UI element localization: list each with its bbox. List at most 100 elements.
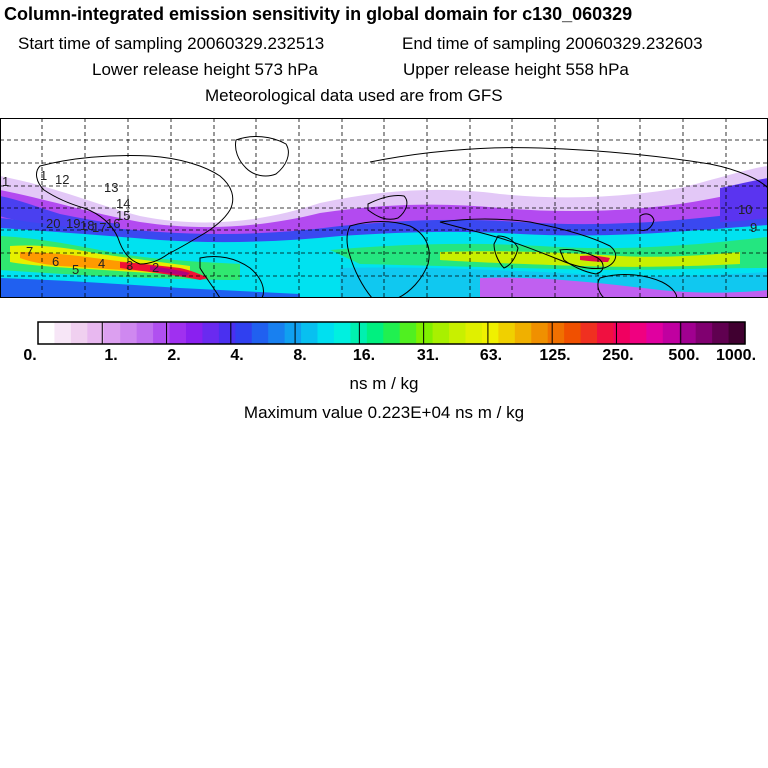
lower-release-height-label: Lower release height 573 hPa bbox=[92, 60, 318, 79]
coastline-europe-asia bbox=[367, 147, 768, 269]
trajectory-label: 16 bbox=[106, 216, 120, 231]
trajectory-label: 14 bbox=[116, 196, 130, 211]
colorbar-tick-label: 0. bbox=[23, 347, 36, 364]
colorbar-cell bbox=[136, 322, 154, 344]
colorbar-cell bbox=[679, 322, 697, 344]
colorbar-cell bbox=[284, 322, 302, 344]
end-time-label: End time of sampling 20060329.232603 bbox=[402, 34, 703, 53]
colorbar-cell bbox=[597, 322, 615, 344]
colorbar-tick-label: 125. bbox=[539, 347, 570, 364]
colorbar-cell bbox=[629, 322, 647, 344]
colorbar-frame bbox=[37, 321, 746, 345]
field-band-lower-violet bbox=[480, 277, 768, 298]
colorbar-cell bbox=[218, 322, 236, 344]
trajectory-label: 10 bbox=[738, 202, 752, 217]
colorbar-cell bbox=[301, 322, 319, 344]
trajectory-label: 17 bbox=[92, 220, 106, 235]
colorbar-tick-label: 1. bbox=[104, 347, 117, 364]
coastline-japan bbox=[639, 213, 655, 231]
colorbar-cell bbox=[432, 322, 450, 344]
upper-release-height-label: Upper release height 558 hPa bbox=[403, 60, 629, 79]
colorbar-tick-label: 63. bbox=[480, 347, 502, 364]
field-band-south-blue bbox=[0, 278, 300, 298]
trajectory-label: 15 bbox=[116, 208, 130, 223]
colorbar-cell bbox=[383, 322, 401, 344]
colorbar-tick-label: 4. bbox=[230, 347, 243, 364]
coastline-southeast-asia bbox=[559, 249, 604, 275]
colorbar-dividers bbox=[101, 322, 682, 344]
colorbar-cell bbox=[728, 322, 746, 344]
coastline-north-america bbox=[36, 154, 234, 265]
start-time-label: Start time of sampling 20060329.232513 bbox=[18, 34, 325, 53]
trajectory-label: 9 bbox=[750, 220, 757, 235]
coastline-greenland bbox=[235, 136, 289, 177]
trajectory-label: 19 bbox=[66, 216, 80, 231]
colorbar-cell bbox=[547, 322, 565, 344]
colorbar-cell bbox=[202, 322, 220, 344]
colorbar-cell bbox=[399, 322, 417, 344]
coastline-india bbox=[493, 235, 519, 269]
colorbar-tick-label: 250. bbox=[602, 347, 633, 364]
trajectory-label: 7 bbox=[26, 244, 33, 259]
colorbar-cell bbox=[564, 322, 582, 344]
colorbar-cell bbox=[580, 322, 598, 344]
colorbar-tick-label: 2. bbox=[167, 347, 180, 364]
colorbar: 0. 1. 2. 4. 8. 16. 31. 63. 125. 250. 500… bbox=[23, 321, 756, 364]
coastlines bbox=[36, 136, 768, 298]
colorbar-tick-label: 1000. bbox=[716, 347, 756, 364]
coastline-south-america bbox=[199, 255, 264, 298]
colorbar-cell bbox=[103, 322, 121, 344]
trajectory-labels: 1 1 12 13 14 15 16 17 18 19 20 6 7 5 4 3… bbox=[2, 168, 757, 277]
colorbar-cell bbox=[662, 322, 680, 344]
trajectory-label: 6 bbox=[52, 254, 59, 269]
colorbar-cell bbox=[317, 322, 335, 344]
colorbar-units: ns m / kg bbox=[349, 374, 419, 393]
emission-sensitivity-map: 1 1 12 13 14 15 16 17 18 19 20 6 7 5 4 3… bbox=[0, 118, 768, 298]
colorbar-cell bbox=[498, 322, 516, 344]
colorbar-cell bbox=[153, 322, 171, 344]
colorbar-tick-label: 16. bbox=[353, 347, 375, 364]
colorbar-cell bbox=[695, 322, 713, 344]
colorbar-tick-label: 8. bbox=[293, 347, 306, 364]
trajectory-label: 3 bbox=[126, 258, 133, 273]
trajectory-label: 20 bbox=[46, 216, 60, 231]
colorbar-tick-label: 31. bbox=[417, 347, 439, 364]
colorbar-cells bbox=[38, 322, 746, 344]
colorbar-cell bbox=[514, 322, 532, 344]
trajectory-label: 13 bbox=[104, 180, 118, 195]
colorbar-cell bbox=[87, 322, 105, 344]
colorbar-cell bbox=[416, 322, 434, 344]
colorbar-cell bbox=[169, 322, 187, 344]
trajectory-label: 2 bbox=[152, 260, 159, 275]
trajectory-label: 1 bbox=[40, 168, 47, 183]
figure-title: Column-integrated emission sensitivity i… bbox=[4, 4, 633, 24]
colorbar-cell bbox=[481, 322, 499, 344]
trajectory-label: 12 bbox=[55, 172, 69, 187]
trajectory-label: 18 bbox=[80, 218, 94, 233]
field-band-northwest-blue bbox=[0, 196, 120, 232]
colorbar-cell bbox=[70, 322, 88, 344]
coastline-australia bbox=[597, 274, 677, 298]
colorbar-cell bbox=[449, 322, 467, 344]
colorbar-cell bbox=[235, 322, 253, 344]
graticule bbox=[0, 118, 768, 298]
colorbar-cell bbox=[251, 322, 269, 344]
trajectory-label: 1 bbox=[2, 174, 9, 189]
field-band-east-blue bbox=[720, 178, 768, 222]
met-data-label: Meteorological data used are from GFS bbox=[205, 86, 503, 105]
colorbar-cell bbox=[54, 322, 72, 344]
field-band-magenta-plume bbox=[150, 266, 190, 276]
colorbar-cell bbox=[465, 322, 483, 344]
colorbar-cell bbox=[268, 322, 286, 344]
maximum-value-label: Maximum value 0.223E+04 ns m / kg bbox=[243, 403, 525, 422]
trajectory-label: 4 bbox=[98, 256, 105, 271]
trajectory-label: 5 bbox=[72, 262, 79, 277]
colorbar-tick-label: 500. bbox=[668, 347, 699, 364]
colorbar-cell bbox=[712, 322, 730, 344]
coastline-africa bbox=[346, 221, 430, 298]
colorbar-cell bbox=[613, 322, 631, 344]
colorbar-cell bbox=[366, 322, 384, 344]
colorbar-cell bbox=[333, 322, 351, 344]
field-band-asia-red bbox=[580, 255, 610, 262]
colorbar-cell bbox=[38, 322, 56, 344]
